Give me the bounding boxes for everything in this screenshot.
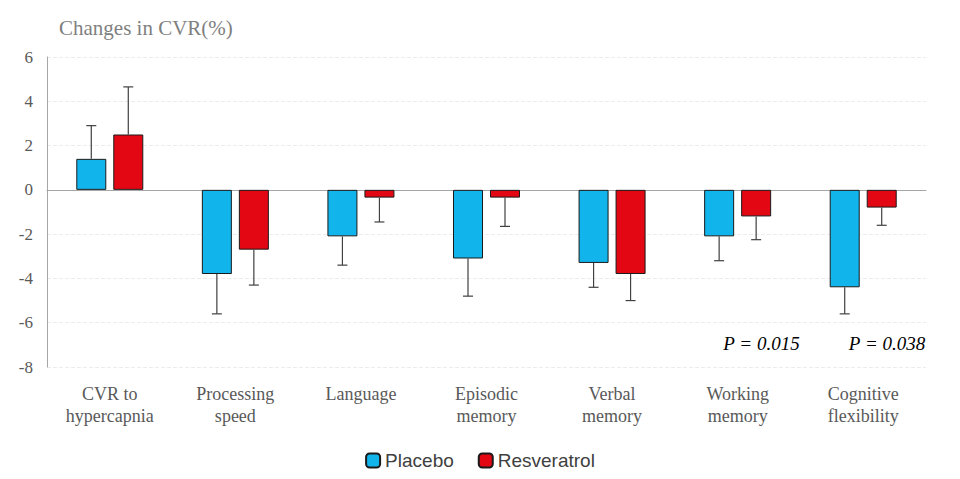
svg-text:-6: -6: [19, 313, 33, 332]
svg-text:6: 6: [25, 48, 34, 67]
svg-text:0: 0: [25, 180, 34, 199]
svg-text:memory: memory: [708, 406, 768, 426]
svg-text:Placebo: Placebo: [385, 450, 454, 471]
svg-text:Processing: Processing: [196, 384, 274, 404]
svg-text:Language: Language: [325, 384, 396, 404]
svg-text:2: 2: [25, 136, 34, 155]
svg-text:Changes in CVR(%): Changes in CVR(%): [59, 16, 233, 40]
svg-text:P = 0.015: P = 0.015: [722, 333, 799, 354]
svg-text:Cognitive: Cognitive: [828, 384, 899, 404]
svg-text:P = 0.038: P = 0.038: [848, 333, 926, 354]
svg-text:CVR to: CVR to: [82, 384, 138, 404]
svg-text:Verbal: Verbal: [589, 384, 636, 404]
svg-text:4: 4: [25, 92, 34, 111]
svg-text:Working: Working: [706, 384, 769, 404]
svg-text:memory: memory: [457, 406, 517, 426]
svg-text:Resveratrol: Resveratrol: [498, 450, 595, 471]
svg-text:flexibility: flexibility: [828, 406, 899, 426]
svg-text:memory: memory: [582, 406, 642, 426]
svg-text:-4: -4: [19, 269, 34, 288]
svg-text:speed: speed: [215, 406, 256, 426]
svg-text:-8: -8: [19, 358, 33, 377]
svg-text:-2: -2: [19, 225, 33, 244]
svg-text:hypercapnia: hypercapnia: [66, 406, 154, 426]
svg-text:Episodic: Episodic: [455, 384, 518, 404]
